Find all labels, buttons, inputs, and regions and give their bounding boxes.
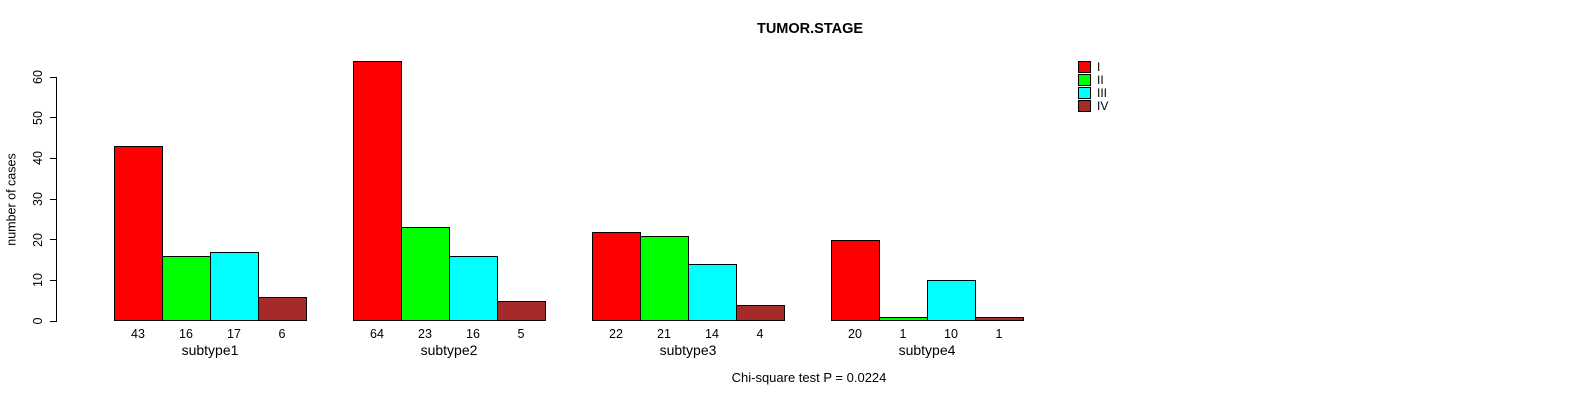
bar-subtype4-II — [879, 317, 928, 321]
y-tick-mark — [50, 76, 57, 78]
bar-value-label: 1 — [995, 327, 1003, 341]
y-tick-label: 0 — [31, 317, 45, 325]
legend-label: III — [1097, 85, 1108, 100]
y-tick-label: 10 — [31, 273, 45, 288]
bar-value-label: 43 — [131, 327, 145, 341]
legend-swatch-icon — [1078, 60, 1091, 73]
bar-value-label: 17 — [227, 327, 241, 341]
legend-label: I — [1097, 59, 1101, 74]
bar-value-label: 16 — [179, 327, 193, 341]
y-tick-mark — [50, 239, 57, 241]
bar-subtype2-III — [449, 256, 498, 321]
bar-value-label: 16 — [466, 327, 480, 341]
legend-swatch-icon — [1078, 100, 1091, 113]
category-label-subtype2: subtype2 — [420, 342, 478, 358]
y-tick-label: 30 — [31, 192, 45, 206]
bar-value-label: 22 — [609, 327, 623, 341]
legend-label: II — [1097, 72, 1104, 87]
bar-subtype4-III — [927, 280, 976, 321]
bar-value-label: 23 — [418, 327, 432, 341]
legend-swatch-icon — [1078, 86, 1091, 99]
bar-subtype2-I — [353, 61, 402, 321]
y-tick-label: 40 — [31, 151, 45, 166]
y-tick-label: 20 — [31, 232, 45, 247]
bar-value-label: 6 — [278, 327, 286, 341]
y-axis-line — [56, 77, 57, 322]
legend-row-IV: IV — [1078, 100, 1108, 113]
category-label-subtype4: subtype4 — [898, 342, 956, 358]
bar-subtype4-I — [831, 240, 880, 321]
legend-swatch-icon — [1078, 73, 1091, 86]
bar-subtype1-III — [210, 252, 259, 321]
bar-value-label: 64 — [370, 327, 384, 341]
legend-row-I: I — [1078, 60, 1108, 73]
y-tick-mark — [50, 157, 57, 159]
bar-value-label: 4 — [756, 327, 764, 341]
y-tick-label: 60 — [31, 70, 45, 84]
legend-row-III: III — [1078, 86, 1108, 99]
y-tick-mark — [50, 279, 57, 281]
chart-title: TUMOR.STAGE — [756, 21, 864, 37]
bar-subtype1-II — [162, 256, 211, 321]
chi-square-annotation: Chi-square test P = 0.0224 — [731, 370, 887, 385]
bar-subtype3-IV — [736, 305, 785, 321]
bar-subtype3-I — [592, 232, 641, 321]
y-tick-label: 50 — [31, 110, 45, 125]
bar-subtype3-II — [640, 236, 689, 321]
bar-value-label: 1 — [899, 327, 907, 341]
y-tick-mark — [50, 320, 57, 322]
legend-row-II: II — [1078, 73, 1108, 86]
bar-value-label: 20 — [848, 327, 862, 341]
bar-value-label: 10 — [944, 327, 958, 341]
y-axis-label: number of cases — [4, 153, 19, 246]
legend-label: IV — [1097, 99, 1109, 114]
bar-subtype2-II — [401, 227, 450, 321]
bar-subtype1-IV — [258, 297, 307, 321]
bar-subtype4-IV — [975, 317, 1024, 321]
bar-subtype3-III — [688, 264, 737, 321]
bar-subtype1-I — [114, 146, 163, 321]
bar-value-label: 5 — [517, 327, 525, 341]
category-label-subtype3: subtype3 — [659, 342, 717, 358]
category-label-subtype1: subtype1 — [181, 342, 239, 358]
legend: I II III IV — [1078, 60, 1108, 113]
bar-value-label: 14 — [705, 327, 719, 341]
bar-value-label: 21 — [657, 327, 671, 341]
bar-subtype2-IV — [497, 301, 546, 321]
y-tick-mark — [50, 198, 57, 200]
y-tick-mark — [50, 117, 57, 119]
